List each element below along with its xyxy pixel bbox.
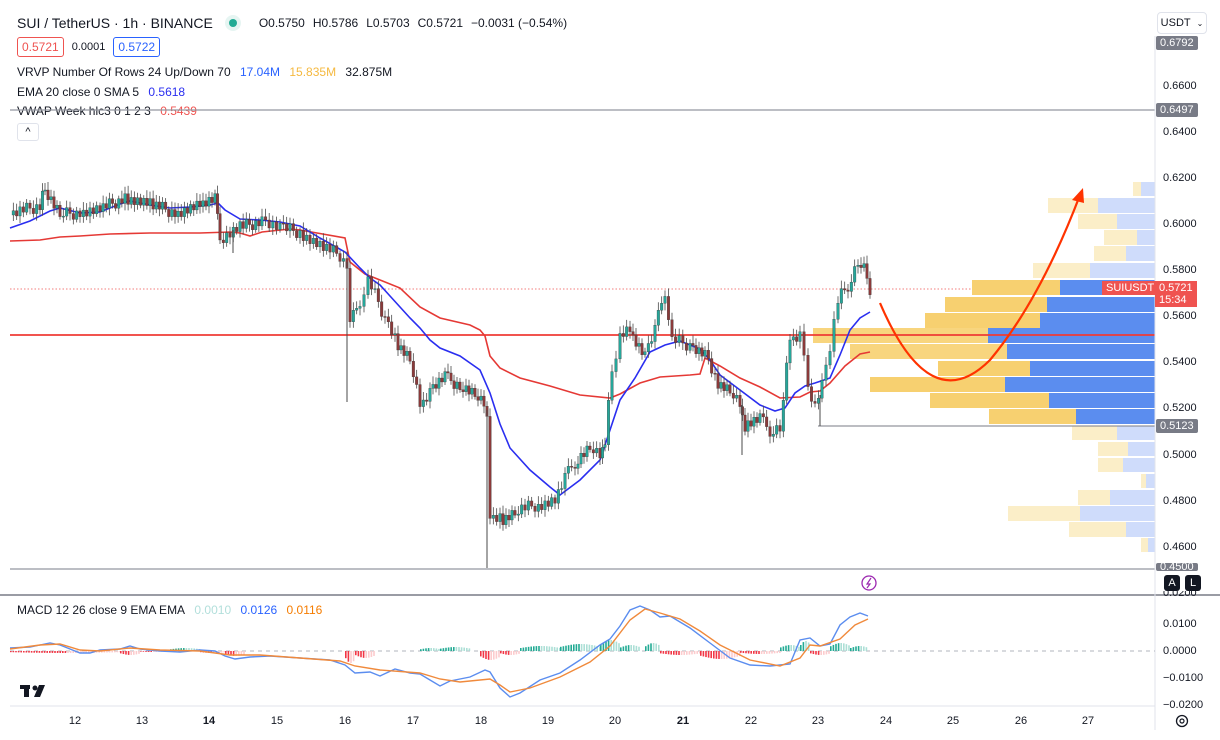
log-scale-button[interactable]: L <box>1185 575 1201 591</box>
macd-signal-value: 0.0116 <box>286 603 323 617</box>
time-tick: 19 <box>541 715 555 727</box>
time-tick: 14 <box>202 715 216 727</box>
time-tick: 15 <box>270 715 284 727</box>
price-tick: 0.5000 <box>1163 449 1197 461</box>
price-tag-low-line: 0.5123 <box>1156 419 1198 433</box>
price-tag-hline: 0.6497 <box>1156 103 1198 117</box>
symbol-title[interactable]: SUI / TetherUS · 1h · BINANCE <box>17 15 213 31</box>
price-tick: 0.6200 <box>1163 172 1197 184</box>
vwap-label: VWAP Week hlc3 0 1 2 3 <box>17 104 151 118</box>
time-tick: 27 <box>1081 715 1095 727</box>
symbol-header: SUI / TetherUS · 1h · BINANCE O0.5750 H0… <box>17 15 567 31</box>
price-tick: 0.5800 <box>1163 264 1197 276</box>
time-tick: 23 <box>811 715 825 727</box>
ema-label: EMA 20 close 0 SMA 5 <box>17 85 140 99</box>
settings-gear-icon <box>1175 714 1189 728</box>
macd-tick: −0.0100 <box>1163 672 1204 684</box>
price-tick: 0.6000 <box>1163 218 1197 230</box>
buy-price-button[interactable]: 0.5722 <box>113 37 161 57</box>
ohlc-low: L0.5703 <box>366 16 410 30</box>
market-status-icon <box>228 19 237 27</box>
ema-line <box>9 200 871 497</box>
ohlc-change: −0.0031 (−0.54%) <box>471 16 568 30</box>
bid-ask-row: 0.5721 0.0001 0.5722 <box>17 37 161 57</box>
time-tick: 18 <box>474 715 488 727</box>
macd-hist-value: 0.0010 <box>194 603 232 617</box>
vrvp-total-value: 32.875M <box>345 65 393 79</box>
ema-value: 0.5618 <box>148 85 186 99</box>
macd-tick: 0.0000 <box>1163 645 1197 657</box>
time-tick: 26 <box>1014 715 1028 727</box>
vwap-value: 0.5439 <box>160 104 197 118</box>
macd-value: 0.0126 <box>240 603 278 617</box>
price-tick: 0.5400 <box>1163 356 1197 368</box>
signal-line <box>9 608 869 693</box>
time-tick: 25 <box>946 715 960 727</box>
currency-select[interactable]: USDT ⌄ <box>1157 12 1207 34</box>
chevron-down-icon: ⌄ <box>1196 18 1204 28</box>
price-tick: 0.5200 <box>1163 402 1197 414</box>
last-price-value: 0.5721 <box>1159 282 1193 294</box>
time-tick: 20 <box>608 715 622 727</box>
price-tag-top: 0.6792 <box>1156 36 1198 50</box>
time-tick: 12 <box>68 715 82 727</box>
price-tick: 0.5600 <box>1163 310 1197 322</box>
last-price-tag: 0.5721 15:34 <box>1155 281 1197 307</box>
ohlc-open: O0.5750 <box>258 16 305 30</box>
chevron-up-icon: ^ <box>25 126 31 138</box>
ohlc-close: C0.5721 <box>417 16 463 30</box>
price-tick: 0.4600 <box>1163 541 1197 553</box>
macd-tick: −0.0200 <box>1163 699 1204 711</box>
vwap-line <box>9 228 871 399</box>
time-tick: 16 <box>338 715 352 727</box>
time-tick: 13 <box>135 715 149 727</box>
vrvp-legend[interactable]: VRVP Number Of Rows 24 Up/Down 70 17.04M… <box>17 65 398 79</box>
ohlc-high: H0.5786 <box>312 16 359 30</box>
sell-price-button[interactable]: 0.5721 <box>17 37 64 57</box>
vrvp-down-value: 15.835M <box>289 65 337 79</box>
lightning-icon <box>861 575 877 591</box>
bar-countdown: 15:34 <box>1159 294 1187 306</box>
volume-profile <box>813 182 1155 552</box>
price-tick: 0.6600 <box>1163 80 1197 92</box>
price-tick: 0.4800 <box>1163 495 1197 507</box>
candles <box>11 182 872 568</box>
tradingview-logo-icon <box>20 685 45 697</box>
time-tick: 22 <box>744 715 758 727</box>
vrvp-up-value: 17.04M <box>240 65 281 79</box>
price-tag-bottom: 0.4500 <box>1156 563 1198 571</box>
time-tick: 17 <box>406 715 420 727</box>
macd-legend[interactable]: MACD 12 26 close 9 EMA EMA 0.0010 0.0126… <box>17 603 328 617</box>
arrow-head-icon <box>1072 188 1084 203</box>
macd-tick: 0.0100 <box>1163 618 1197 630</box>
collapse-legend-button[interactable]: ^ <box>17 123 39 141</box>
forecast-arrow <box>878 194 1082 382</box>
time-tick: 24 <box>879 715 893 727</box>
spread-value: 0.0001 <box>71 41 106 53</box>
vrvp-label: VRVP Number Of Rows 24 Up/Down 70 <box>17 65 231 79</box>
auto-scale-button[interactable]: A <box>1164 575 1180 591</box>
macd-label: MACD 12 26 close 9 EMA EMA <box>17 603 186 617</box>
currency-label: USDT <box>1160 17 1191 29</box>
vwap-legend[interactable]: VWAP Week hlc3 0 1 2 3 0.5439 <box>17 104 203 118</box>
time-tick: 21 <box>676 715 690 727</box>
macd-tick: 0.0200 <box>1163 591 1197 599</box>
ema-legend[interactable]: EMA 20 close 0 SMA 5 0.5618 <box>17 85 191 99</box>
price-tick: 0.6400 <box>1163 126 1197 138</box>
symbol-price-label: SUIUSDT <box>1102 281 1159 295</box>
